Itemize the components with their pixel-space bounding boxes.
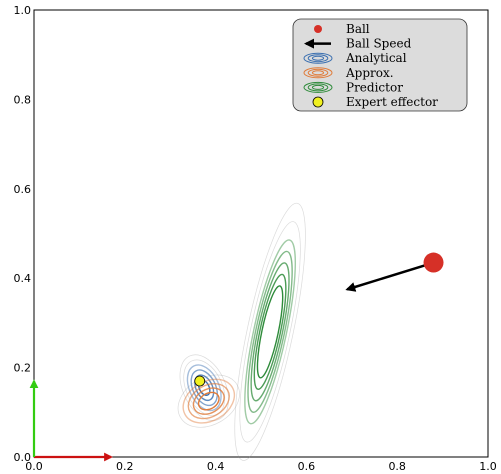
contour-level: [256, 285, 284, 379]
x-tick-label: 0.0: [25, 460, 43, 473]
ball-speed-arrow: [345, 263, 428, 292]
legend-box: [292, 18, 468, 112]
legend-label: Predictor: [346, 80, 403, 94]
tick-labels: 0.0 0.2 0.4 0.6 0.8 1.0 0.0 0.2 0.4 0.6 0.8 1.0: [14, 4, 497, 473]
contour-approx: [177, 374, 240, 428]
legend-entry: Ball: [314, 22, 370, 36]
y-tick-label: 0.8: [14, 93, 32, 106]
contour-level: [253, 273, 287, 390]
ball-marker: [423, 252, 444, 273]
legend-contour-icon: [303, 52, 333, 64]
plot-frame: [33, 9, 489, 458]
contour-layer: [177, 202, 306, 461]
contour-level: [187, 382, 230, 420]
legend-entry: Approx.: [303, 66, 394, 80]
x-tick-label: 0.6: [298, 460, 316, 473]
y-tick-label: 0.0: [14, 451, 32, 464]
legend-label: Ball: [346, 22, 370, 36]
contour-level: [197, 391, 220, 411]
x-tick-label: 0.4: [207, 460, 225, 473]
x-tick-label: 0.2: [116, 460, 134, 473]
y-tick-label: 0.6: [14, 183, 32, 196]
legend-contour-icon: [307, 68, 329, 77]
plot-area: [29, 9, 489, 462]
legend-contour-icon: [311, 84, 325, 90]
contour-level: [234, 202, 306, 461]
y-tick-label: 1.0: [14, 4, 32, 17]
legend-entry: Expert effector: [312, 95, 438, 109]
legend-label: Ball Speed: [346, 37, 412, 51]
legend-label: Expert effector: [346, 95, 438, 109]
legend-contour-icon: [307, 83, 329, 92]
legend-contour-icon: [303, 81, 333, 93]
legend-contour-icon: [307, 54, 329, 63]
legend-label: Analytical: [345, 51, 407, 65]
y-tick-label: 0.2: [14, 362, 32, 375]
legend-entry: Analytical: [303, 51, 407, 65]
legend-ball-icon: [314, 25, 322, 33]
contour-level: [186, 364, 222, 412]
contour-level: [179, 354, 229, 421]
x-tick-label: 1.0: [479, 460, 497, 473]
contour-level: [244, 239, 297, 425]
y-tick-label: 0.4: [14, 272, 32, 285]
legend-contour-icon: [311, 55, 325, 61]
contour-level: [192, 387, 225, 415]
legend-contour-icon: [311, 70, 325, 76]
markers-layer: [194, 252, 444, 387]
expert-effector-marker: [194, 375, 206, 387]
contour-predictor: [234, 202, 306, 461]
contour-level: [250, 262, 290, 402]
legend-entry: Ball Speed: [304, 37, 412, 51]
legend-label: Approx.: [345, 66, 394, 80]
legend-contour-icon: [303, 67, 333, 79]
contour-level: [247, 250, 293, 413]
legend-entry: Predictor: [303, 80, 403, 94]
contour-level: [239, 221, 301, 443]
x-tick-label: 0.8: [388, 460, 406, 473]
legend-effector-icon: [312, 96, 324, 108]
axis-arrows: [29, 379, 113, 462]
